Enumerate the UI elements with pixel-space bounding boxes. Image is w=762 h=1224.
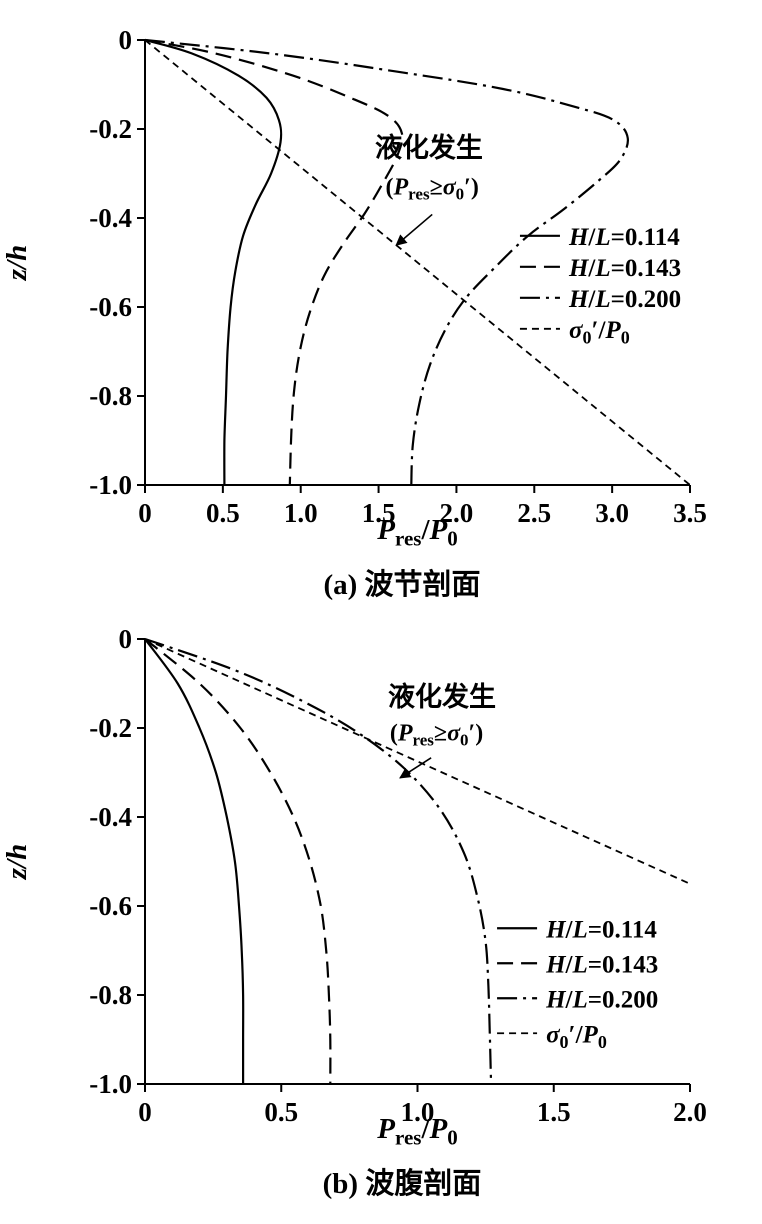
- figure-panel-b: 0 0.5 1.0 1.5 2.0 0 -0.2 -0.4 -0.6 -0.8 -1.0 H/L=0.…: [0, 599, 762, 1200]
- y-tick-label: -1.0: [89, 1069, 132, 1099]
- y-tick-label: -0.4: [89, 203, 132, 233]
- legend: H/L=0.114 H/L=0.143 H/L=0.200 σ0′/P0: [519, 224, 681, 348]
- x-tick-label: 1.0: [401, 1097, 435, 1127]
- chart-wave-antinode-profile: 0 0.5 1.0 1.5 2.0 0 -0.2 -0.4 -0.6 -0.8 -1.0 H/L=0.…: [1, 624, 707, 1149]
- legend-label-hl-0200: H/L=0.200: [568, 286, 681, 313]
- series-line-hl-0143: [144, 38, 404, 486]
- tick-labels: 0 0.5 1.0 1.5 2.0 2.5 3.0 3.5 0 -0.2 -0.4 -0.6 -0.8 -…: [89, 25, 707, 528]
- annotation: 液化发生 (Pres≥σ0′): [388, 681, 496, 779]
- caption-panel-b: (b) 波腹剖面: [322, 1168, 482, 1200]
- figure-panel-a: 0 0.5 1.0 1.5 2.0 2.5 3.0 3.5 0 -0.2 -0.4 -0.6 -0.8 -…: [0, 0, 762, 601]
- y-axis-label: z/h: [1, 245, 33, 281]
- y-tick-label: -0.2: [89, 114, 132, 144]
- annotation: 液化发生 (Pres≥σ0′): [375, 132, 483, 246]
- y-tick-label: -0.6: [89, 891, 132, 921]
- x-axis-label: Pres/P0: [376, 1113, 457, 1149]
- y-tick-label: -1.0: [89, 470, 132, 500]
- x-tick-label: 0: [138, 1097, 152, 1127]
- chart-wave-node-profile: 0 0.5 1.0 1.5 2.0 2.5 3.0 3.5 0 -0.2 -0.4 -0.6 -0.8 -…: [1, 25, 707, 550]
- x-tick-label: 1.5: [362, 498, 396, 528]
- legend-label-hl-0200: H/L=0.200: [545, 986, 658, 1013]
- x-tick-label: 2.0: [440, 498, 474, 528]
- legend: H/L=0.114 H/L=0.143 H/L=0.200 σ0′/P0: [497, 916, 658, 1052]
- x-tick-label: 0: [138, 498, 152, 528]
- y-axis-label: z/h: [1, 844, 33, 880]
- x-tick-label: 2.0: [673, 1097, 707, 1127]
- y-tick-label: -0.4: [89, 802, 132, 832]
- legend-label-sigma0-p0: σ0′/P0: [569, 317, 630, 348]
- x-tick-label: 1.5: [537, 1097, 571, 1127]
- annotation-arrow: [399, 757, 432, 779]
- series-line-sigma0-p0: [144, 638, 691, 885]
- series-line-hl-0114: [144, 38, 283, 486]
- y-tick-label: -0.8: [89, 980, 132, 1010]
- annotation-condition: (Pres≥σ0′): [390, 720, 483, 749]
- y-tick-label: -0.8: [89, 381, 132, 411]
- axes: [144, 40, 690, 486]
- annotation-title: 液化发生: [375, 132, 483, 163]
- series-line-hl-0200: [144, 38, 629, 486]
- x-tick-label: 2.5: [517, 498, 551, 528]
- annotation-title: 液化发生: [388, 681, 496, 712]
- y-tick-label: -0.6: [89, 292, 132, 322]
- legend-label-hl-0143: H/L=0.143: [568, 255, 681, 282]
- legend-label-sigma0-p0: σ0′/P0: [546, 1021, 607, 1052]
- y-tick-label: 0: [119, 25, 133, 55]
- x-tick-label: 3.0: [595, 498, 629, 528]
- x-tick-label: 0.5: [206, 498, 240, 528]
- annotation-condition: (Pres≥σ0′): [385, 174, 478, 203]
- caption-panel-a: (a) 波节剖面: [323, 569, 481, 601]
- x-tick-label: 3.5: [673, 498, 707, 528]
- series-line-sigma0-p0: [144, 39, 691, 486]
- x-axis-label: Pres/P0: [376, 514, 457, 550]
- series-line-hl-0114: [144, 638, 245, 1084]
- series-line-hl-0143: [144, 638, 332, 1085]
- x-tick-label: 1.0: [284, 498, 318, 528]
- y-tick-label: 0: [119, 624, 133, 654]
- tick-labels: 0 0.5 1.0 1.5 2.0 0 -0.2 -0.4 -0.6 -0.8 -1.0: [89, 624, 707, 1127]
- legend-label-hl-0114: H/L=0.114: [545, 916, 657, 943]
- series: [144, 38, 691, 486]
- annotation-arrow: [395, 213, 433, 246]
- y-tick-label: -0.2: [89, 713, 132, 743]
- series: [144, 637, 691, 1085]
- legend-label-hl-0114: H/L=0.114: [568, 224, 680, 251]
- legend-label-hl-0143: H/L=0.143: [545, 951, 658, 978]
- x-tick-label: 0.5: [264, 1097, 298, 1127]
- series-line-hl-0200: [144, 637, 493, 1085]
